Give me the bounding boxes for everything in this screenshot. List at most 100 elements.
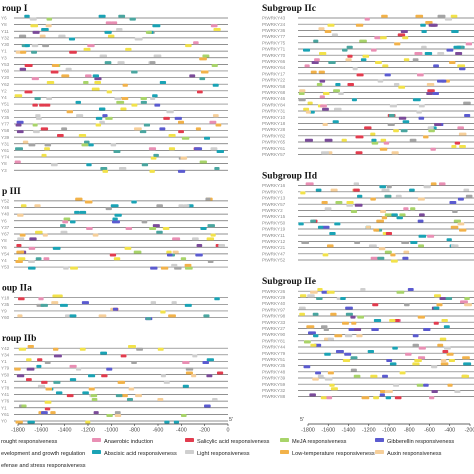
- cis-element: [303, 107, 310, 111]
- cis-element: [393, 129, 399, 133]
- cis-element: [34, 204, 41, 208]
- cis-element: [439, 337, 447, 341]
- cis-element: [35, 114, 41, 118]
- cis-element: [300, 191, 306, 195]
- gene-label: PtWRKY84: [262, 102, 286, 107]
- cis-element: [324, 138, 333, 142]
- cis-element: [152, 94, 158, 98]
- gene-label: Y42: [1, 346, 10, 351]
- axis-tick-label: 0: [227, 428, 230, 434]
- cis-element: [426, 83, 435, 86]
- cis-element: [157, 347, 164, 351]
- legend-swatch: [280, 438, 289, 442]
- cis-element: [160, 374, 166, 378]
- cis-element: [370, 374, 378, 378]
- cis-element: [357, 194, 363, 198]
- cis-element: [403, 207, 409, 211]
- gene-label: PtWRKY40: [262, 301, 286, 306]
- gene-label: PtWRKY65: [262, 140, 286, 145]
- cis-element: [154, 103, 161, 107]
- cis-element: [53, 354, 62, 358]
- legend: rought responsiveness Anaerobic induction…: [1, 438, 454, 469]
- cis-element: [112, 307, 118, 311]
- cis-element: [118, 14, 126, 18]
- cis-element: [412, 334, 419, 338]
- cis-element: [453, 219, 461, 223]
- cis-element: [131, 103, 138, 107]
- cis-element: [29, 17, 37, 21]
- cis-element: [110, 143, 117, 147]
- group-title: Subgroup IIc: [262, 4, 316, 14]
- cis-element: [359, 39, 367, 43]
- cis-element: [38, 297, 44, 301]
- cis-element: [194, 147, 203, 151]
- cis-element: [28, 246, 36, 250]
- cis-element: [446, 352, 454, 356]
- gene-label: PtWRKY82: [262, 133, 286, 138]
- cis-element: [131, 200, 137, 204]
- cis-element: [423, 328, 431, 331]
- cis-element: [206, 374, 213, 378]
- cis-element: [88, 143, 94, 147]
- cis-element: [60, 303, 68, 307]
- cis-element: [150, 266, 158, 270]
- cis-element: [113, 257, 121, 261]
- gene-label: Y1: [1, 405, 7, 410]
- gene-label: PtWRKY33: [262, 320, 286, 325]
- cis-element: [327, 23, 335, 27]
- cis-element: [370, 132, 376, 136]
- cis-element: [423, 383, 429, 387]
- cis-element: [32, 30, 40, 34]
- cis-element: [457, 222, 465, 226]
- cis-element: [31, 50, 37, 54]
- cis-element: [443, 325, 450, 329]
- cis-element: [150, 156, 157, 160]
- cis-element: [60, 224, 66, 228]
- cis-element: [350, 356, 358, 360]
- cis-element: [326, 244, 334, 248]
- cis-element: [309, 393, 316, 397]
- cis-element: [32, 123, 38, 127]
- gene-label: Y3: [1, 168, 7, 173]
- cis-element: [152, 24, 161, 28]
- group-title: roup IIb: [2, 334, 36, 344]
- axis-start-label: 5': [300, 417, 304, 423]
- gene-label: PtWRKY70: [262, 53, 286, 58]
- cis-element: [334, 107, 342, 111]
- cis-element: [410, 207, 416, 211]
- gene-label: PtWRKY57: [262, 152, 286, 157]
- cis-element: [126, 397, 134, 401]
- cis-element: [44, 361, 51, 365]
- cis-element: [345, 306, 353, 310]
- axis-tick-label: -1000: [104, 428, 118, 434]
- cis-element: [400, 30, 408, 33]
- cis-element: [465, 42, 473, 46]
- cis-element: [69, 314, 77, 318]
- gene-label: PtWRKY98: [262, 314, 286, 319]
- gene-label: PtWRKY61: [262, 146, 286, 151]
- cis-element: [313, 334, 319, 338]
- axis-tick-label: -200: [199, 428, 210, 434]
- cis-element: [141, 220, 148, 224]
- gene-label: PtWRKY81: [262, 338, 286, 343]
- cis-element: [391, 151, 399, 155]
- cis-element: [50, 70, 59, 74]
- gene-label: Y53: [1, 62, 10, 67]
- cis-element: [91, 87, 100, 91]
- cis-element: [346, 201, 354, 204]
- cis-element: [171, 301, 177, 305]
- cis-element: [18, 347, 27, 351]
- cis-element: [350, 315, 356, 319]
- cis-element: [316, 83, 323, 86]
- cis-element: [202, 54, 210, 58]
- gene-label: Y77: [1, 122, 10, 127]
- cis-element: [334, 334, 343, 338]
- cis-element: [320, 151, 329, 155]
- cis-element: [69, 378, 77, 382]
- cis-element: [22, 140, 29, 144]
- cis-element: [382, 374, 388, 378]
- cis-element: [107, 34, 115, 38]
- cis-element: [174, 266, 182, 270]
- gene-label: PtWRKY64: [262, 65, 286, 70]
- cis-element: [299, 294, 307, 298]
